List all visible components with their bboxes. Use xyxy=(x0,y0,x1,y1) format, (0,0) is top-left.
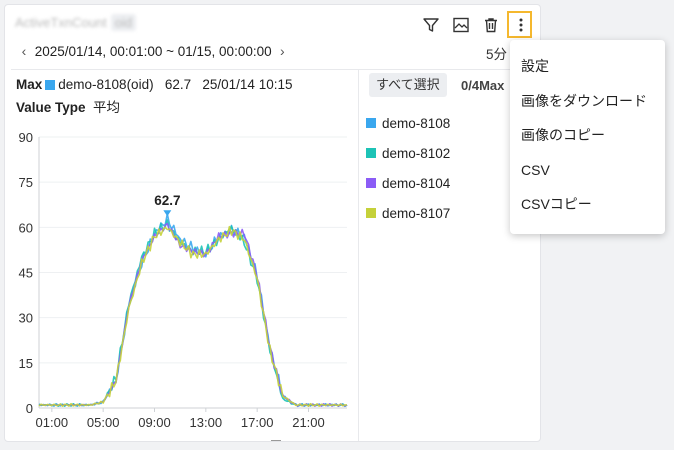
value-type-label: Value Type xyxy=(16,100,86,115)
time-range-nav: ‹ 2025/01/14, 00:01:00 ~ 01/15, 00:00:00… xyxy=(17,43,289,59)
value-type-info: Value Type 平均 xyxy=(16,96,120,116)
divider xyxy=(11,69,540,70)
select-all-button[interactable]: すべて選択 xyxy=(369,73,447,97)
peak-marker xyxy=(163,210,172,217)
legend-swatch xyxy=(366,208,376,218)
max-value: 62.7 xyxy=(164,77,192,92)
y-tick-label: 90 xyxy=(19,130,33,145)
legend-label: demo-8104 xyxy=(382,175,451,191)
y-tick-label: 0 xyxy=(26,401,33,416)
y-tick-label: 60 xyxy=(19,220,33,235)
legend-item[interactable]: demo-8102 xyxy=(366,138,450,168)
y-tick-label: 15 xyxy=(19,356,33,371)
max-label: Max xyxy=(16,77,43,92)
series-line-demo-8108 xyxy=(38,213,348,407)
menu-item-settings[interactable]: 設定 xyxy=(521,58,549,74)
chart-image-icon[interactable] xyxy=(451,15,471,35)
menu-item-download-image[interactable]: 画像をダウンロード xyxy=(521,92,647,109)
legend-item[interactable]: demo-8108 xyxy=(366,108,450,138)
legend-item[interactable]: demo-8107 xyxy=(366,198,450,228)
legend-swatch xyxy=(366,148,376,158)
menu-item-copy-image[interactable]: 画像のコピー xyxy=(521,127,605,143)
legend-item[interactable]: demo-8104 xyxy=(366,168,450,198)
legend-label: demo-8102 xyxy=(382,145,451,161)
x-tick-label: 01:00 xyxy=(36,415,69,430)
legend-swatch xyxy=(366,118,376,128)
menu-item-csv-copy[interactable]: CSVコピー xyxy=(521,196,592,212)
context-menu: 設定 画像をダウンロード 画像のコピー CSV CSVコピー xyxy=(510,40,665,234)
x-tick-label: 05:00 xyxy=(87,415,120,430)
x-tick-label: 17:00 xyxy=(241,415,274,430)
x-tick-label: 21:00 xyxy=(292,415,325,430)
legend: demo-8108 demo-8102 demo-8104 demo-8107 xyxy=(366,108,450,228)
max-info: Max demo-8108(oid) 62.7 25/01/14 10:15 xyxy=(16,77,292,92)
scroll-handle xyxy=(271,440,281,441)
max-series: demo-8108(oid) xyxy=(58,77,154,92)
max-time: 25/01/14 10:15 xyxy=(202,77,293,92)
legend-swatch xyxy=(366,178,376,188)
value-type: 平均 xyxy=(93,100,121,115)
peak-label: 62.7 xyxy=(154,193,180,208)
trash-icon[interactable] xyxy=(481,15,501,35)
line-chart: 0 15 30 45 60 75 90 01:00 05:00 09:00 13:00 17:00 21… xyxy=(19,130,348,441)
filter-icon[interactable] xyxy=(421,15,441,35)
widget-title-tag: oid xyxy=(110,14,137,31)
vertical-divider xyxy=(358,69,359,441)
chart-widget: ActiveTxnCount oid ‹ 2025/01/14, 00:01:00… xyxy=(4,4,541,442)
next-range-icon[interactable]: › xyxy=(280,43,285,60)
widget-title-text: ActiveTxnCount xyxy=(15,15,107,30)
x-tick-label: 09:00 xyxy=(138,415,171,430)
prev-range-icon[interactable]: ‹ xyxy=(21,43,27,60)
selected-count: 0/4Max xyxy=(461,78,505,93)
series-line-demo-8107 xyxy=(38,225,348,407)
kebab-highlight xyxy=(507,11,532,38)
menu-item-csv[interactable]: CSV xyxy=(521,161,550,178)
x-tick-label: 13:00 xyxy=(190,415,223,430)
kebab-icon[interactable] xyxy=(511,15,531,35)
series-color-swatch xyxy=(45,80,56,90)
time-range-text: 2025/01/14, 00:01:00 ~ 01/15, 00:00:00 xyxy=(34,43,272,59)
y-tick-label: 30 xyxy=(19,311,33,326)
widget-title: ActiveTxnCount oid xyxy=(15,14,137,31)
y-tick-label: 75 xyxy=(19,175,33,190)
interval-label[interactable]: 5分 xyxy=(486,47,508,62)
y-tick-label: 45 xyxy=(19,266,33,281)
legend-label: demo-8108 xyxy=(382,115,451,131)
legend-label: demo-8107 xyxy=(382,205,451,221)
